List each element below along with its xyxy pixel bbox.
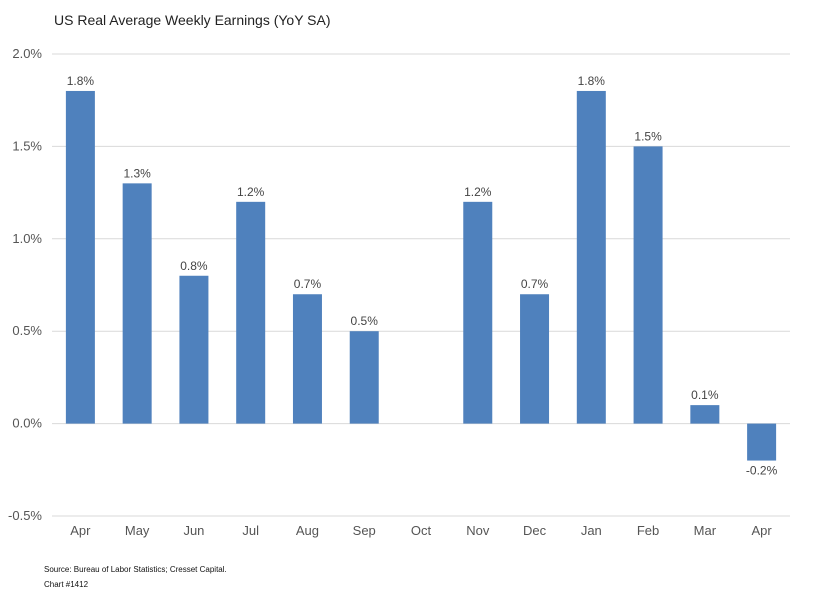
y-axis-ticks: -0.5% 0.0% 0.5% 1.0% 1.5% 2.0% — [8, 46, 42, 523]
data-label: 0.1% — [691, 388, 719, 402]
gridlines — [52, 53, 790, 517]
bar — [747, 423, 777, 461]
x-category-label: Dec — [523, 523, 547, 538]
data-label: -0.2% — [746, 464, 778, 478]
source-note: Source: Bureau of Labor Statistics; Cres… — [44, 565, 227, 574]
bar — [690, 405, 720, 424]
data-label: 1.5% — [634, 129, 662, 143]
data-label: 0.7% — [521, 277, 549, 291]
bar — [633, 146, 663, 424]
x-category-label: Jul — [242, 523, 259, 538]
x-category-label: Aug — [296, 523, 319, 538]
x-category-label: Feb — [637, 523, 659, 538]
x-category-label: Sep — [353, 523, 376, 538]
x-category-label: Nov — [466, 523, 490, 538]
y-tick-label: 1.5% — [12, 138, 42, 153]
bar — [65, 90, 95, 424]
data-labels: 1.8% 1.3% 0.8% 1.2% 0.7% 0.5% 1.2% 0.7% 1.8% 1.5%… — [67, 74, 778, 478]
y-tick-label: 0.5% — [12, 323, 42, 338]
data-label: 0.8% — [180, 259, 208, 273]
data-label: 0.5% — [351, 314, 379, 328]
y-tick-label: -0.5% — [8, 508, 42, 523]
bar — [349, 331, 379, 424]
x-category-label: Mar — [694, 523, 717, 538]
bar — [520, 294, 550, 424]
data-label: 1.2% — [237, 185, 265, 199]
data-label: 1.8% — [67, 74, 95, 88]
y-tick-label: 2.0% — [12, 46, 42, 61]
x-category-label: Apr — [70, 523, 91, 538]
x-axis-categories: Apr May Jun Jul Aug Sep Oct Nov Dec Jan Feb Mar Apr — [70, 523, 772, 538]
x-category-label: Jan — [581, 523, 602, 538]
bar — [122, 183, 152, 424]
x-category-label: Jun — [183, 523, 204, 538]
data-label: 1.2% — [464, 185, 492, 199]
bars — [65, 90, 777, 461]
bar — [292, 294, 322, 424]
bar — [463, 201, 493, 424]
x-category-label: May — [125, 523, 150, 538]
bar — [576, 90, 606, 424]
x-category-label: Apr — [751, 523, 772, 538]
data-label: 0.7% — [294, 277, 322, 291]
y-tick-label: 0.0% — [12, 416, 42, 431]
y-tick-label: 1.0% — [12, 231, 42, 246]
bar — [179, 275, 209, 424]
bar — [236, 201, 266, 424]
chart-number: Chart #1412 — [44, 580, 89, 589]
x-category-label: Oct — [411, 523, 432, 538]
data-label: 1.8% — [578, 74, 606, 88]
data-label: 1.3% — [123, 166, 151, 180]
chart-title: US Real Average Weekly Earnings (YoY SA) — [54, 12, 331, 28]
